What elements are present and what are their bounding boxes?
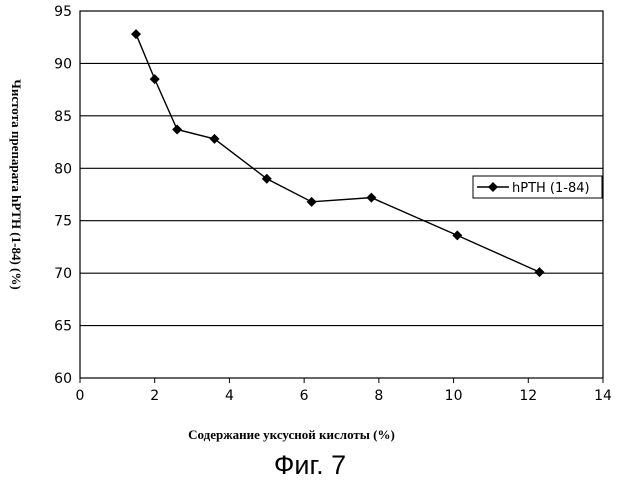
data-point — [150, 74, 160, 84]
y-axis-tick-labels: 60 65 70 75 80 85 90 95 — [54, 4, 72, 387]
data-point — [307, 197, 317, 207]
x-tick-label-2: 2 — [150, 388, 159, 404]
y-axis-title: Чистота препарата hPTH (1-84) (%) — [9, 79, 24, 289]
y-tick-label-80: 80 — [54, 161, 72, 177]
x-tick-label-6: 6 — [300, 388, 309, 404]
x-tick-label-10: 10 — [445, 388, 463, 404]
x-tick-label-0: 0 — [76, 388, 85, 404]
data-point — [172, 124, 182, 134]
data-point — [452, 230, 462, 240]
figure-caption: Фиг. 7 — [0, 450, 620, 481]
x-tick-label-8: 8 — [374, 388, 383, 404]
data-point — [534, 267, 544, 277]
x-tick-label-12: 12 — [519, 388, 537, 404]
series-hpth — [131, 29, 544, 277]
x-axis-title: Содержание уксусной кислоты (%) — [188, 427, 395, 442]
data-point — [131, 29, 141, 39]
x-tick-label-14: 14 — [594, 388, 612, 404]
y-tick-label-85: 85 — [54, 109, 72, 125]
y-tick-label-60: 60 — [54, 371, 72, 387]
chart: 60 65 70 75 80 85 90 95 0 2 4 6 8 10 12 14 hPTH (1-84)… — [0, 0, 620, 445]
legend-label: hPTH (1-84) — [512, 181, 590, 196]
series-line — [136, 34, 539, 272]
data-point — [366, 193, 376, 203]
y-tick-label-75: 75 — [54, 214, 72, 230]
y-tick-label-95: 95 — [54, 4, 72, 20]
legend: hPTH (1-84) — [473, 176, 602, 198]
x-tick-label-4: 4 — [225, 388, 234, 404]
y-tick-label-90: 90 — [54, 56, 72, 72]
y-tick-label-65: 65 — [54, 319, 72, 335]
x-axis-tick-labels: 0 2 4 6 8 10 12 14 — [76, 378, 612, 404]
y-tick-label-70: 70 — [54, 266, 72, 282]
